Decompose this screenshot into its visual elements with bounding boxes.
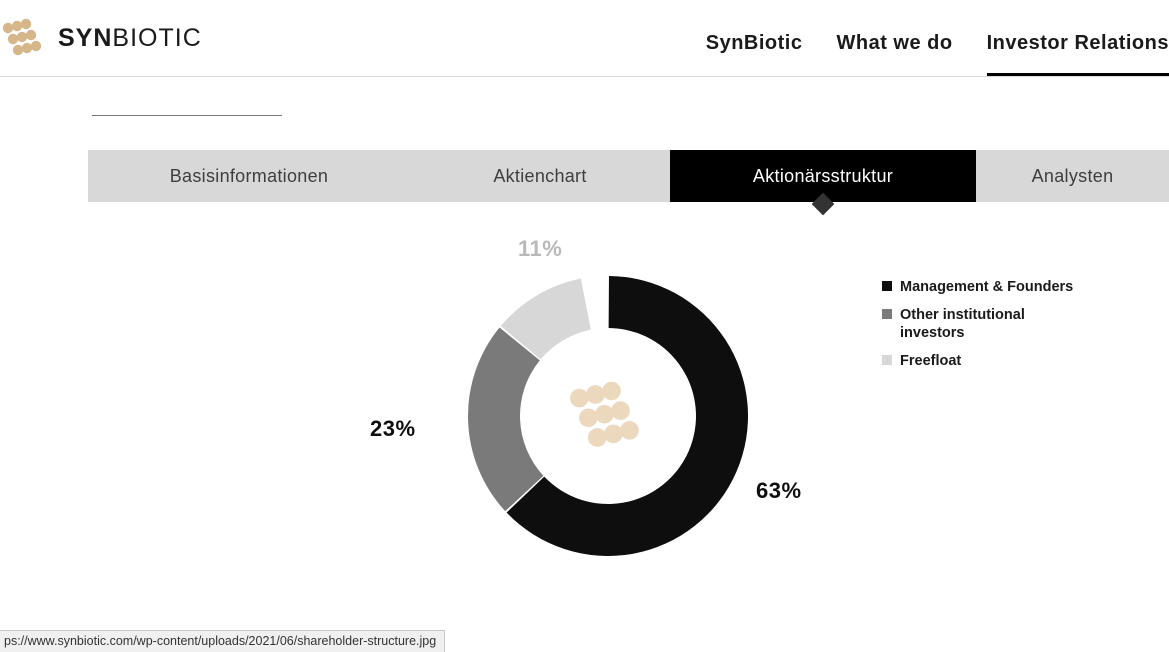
browser-status-url: ps://www.synbiotic.com/wp-content/upload… — [0, 630, 445, 652]
legend-row: Freefloat — [882, 352, 1082, 370]
tab-analysten[interactable]: Analysten — [976, 150, 1169, 202]
primary-nav: SynBiotic What we do Investor Relations — [706, 0, 1169, 76]
legend-row: Other institutional investors — [882, 306, 1082, 342]
donut-center-logo-icon — [565, 380, 651, 452]
legend-label: Freefloat — [900, 352, 961, 370]
brand-wordmark: SYNBIOTIC — [58, 24, 202, 53]
shareholder-chart-area: 63% 23% 11% Management & Founders Other ins… — [88, 236, 1169, 596]
pct-label-other_institutional: 23% — [370, 416, 416, 442]
sub-tabs: BasisinformationenAktienchartAktionärsst… — [88, 150, 1169, 202]
legend-label: Other institutional investors — [900, 306, 1082, 342]
brand-logo[interactable]: SYNBIOTIC — [0, 18, 202, 58]
nav-item-investor-relations[interactable]: Investor Relations — [987, 14, 1169, 76]
legend-swatch — [882, 281, 892, 291]
page-body: BasisinformationenAktienchartAktionärsst… — [0, 115, 1169, 596]
brand-logo-icon — [0, 18, 48, 58]
legend-label: Management & Founders — [900, 278, 1073, 296]
legend-swatch — [882, 309, 892, 319]
short-divider — [92, 115, 282, 116]
legend-swatch — [882, 355, 892, 365]
site-header: SYNBIOTIC SynBiotic What we do Investor Re… — [0, 0, 1169, 77]
chart-legend: Management & Founders Other institutional… — [882, 268, 1082, 381]
tab-aktienchart[interactable]: Aktienchart — [410, 150, 670, 202]
pct-label-freefloat: 11% — [518, 236, 562, 262]
pct-label-management_founders: 63% — [756, 478, 802, 504]
legend-row: Management & Founders — [882, 278, 1082, 296]
tab-aktion-rsstruktur[interactable]: Aktionärsstruktur — [670, 150, 976, 202]
tab-basisinformationen[interactable]: Basisinformationen — [88, 150, 410, 202]
nav-item-what-we-do[interactable]: What we do — [837, 14, 953, 76]
donut-segment-other_institutional — [468, 328, 543, 512]
nav-item-synbiotic[interactable]: SynBiotic — [706, 14, 803, 76]
donut-chart-wrap: 63% 23% 11% — [338, 236, 858, 596]
